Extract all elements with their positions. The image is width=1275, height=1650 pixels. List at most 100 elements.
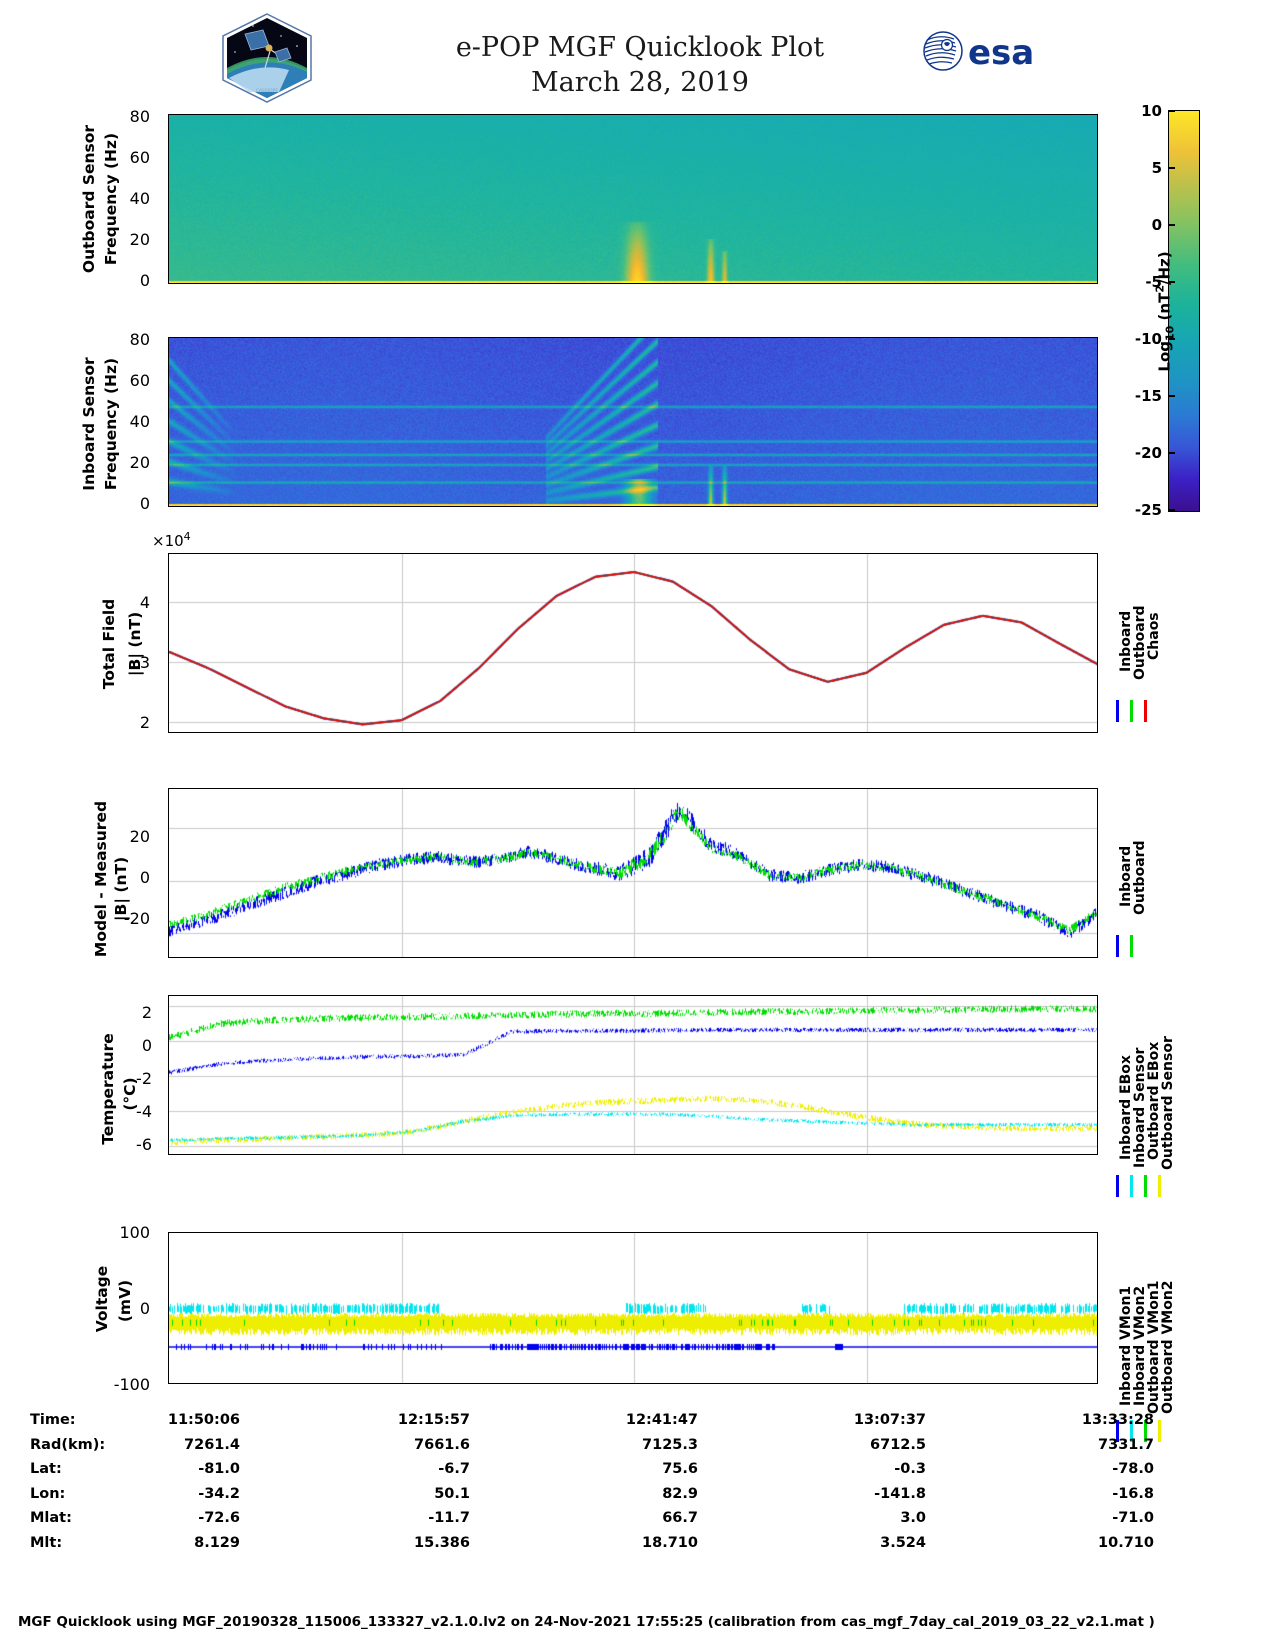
inboard-spectrogram-canvas: [169, 338, 1097, 506]
temperature-ytick-m6: -6: [136, 1135, 152, 1154]
cell-rad-4: 6712.5: [870, 1436, 926, 1453]
cell-mlt-4: 3.524: [880, 1534, 926, 1551]
total-field-ytick-2: 2: [139, 713, 150, 732]
panel-inboard-ylabel-1: Inboard Sensor: [80, 357, 98, 491]
cell-mlt-3: 18.710: [642, 1534, 698, 1551]
legend-label-outboard-sensor: Outboard Sensor: [1160, 1036, 1176, 1170]
legend-swatch-inboard-ebox: [1116, 1175, 1119, 1197]
cell-rad-2: 7661.6: [414, 1436, 470, 1453]
table-row: Lat: -81.0 -6.7 75.6 -0.3 -78.0: [30, 1461, 1210, 1486]
voltage-canvas: [169, 1233, 1097, 1383]
cell-time-5: 13:33:28: [1081, 1412, 1154, 1428]
svg-text:esa: esa: [968, 33, 1034, 73]
outboard-ytick-40: 40: [129, 189, 150, 208]
colorbar-title-unit: (nT: [1155, 292, 1174, 326]
cell-lat-2: -6.7: [438, 1461, 470, 1477]
cell-time-4: 13:07:37: [853, 1412, 926, 1428]
colorbar-title-log: Log: [1155, 340, 1174, 372]
total-field-ytick-4: 4: [139, 593, 150, 612]
temperature-ytick-m2: -2: [136, 1069, 152, 1088]
model-measured-panel: [168, 788, 1098, 958]
model-measured-ytick-0: 0: [139, 868, 150, 887]
colorbar: [1168, 110, 1200, 512]
esa-logo-icon: esa: [920, 28, 1045, 74]
total-field-panel: [168, 553, 1098, 733]
inboard-ytick-0: 0: [139, 494, 150, 513]
legend-swatch-inboard-sensor: [1130, 1175, 1133, 1197]
cell-mlat-3: 66.7: [662, 1510, 698, 1526]
temperature-ytick-0: 0: [141, 1036, 152, 1055]
panel-outboard-ylabel-1: Outboard Sensor: [80, 124, 98, 274]
total-field-legend: Inboard Outboard Chaos: [1104, 560, 1164, 735]
outboard-ytick-0: 0: [139, 271, 150, 290]
row-label-mlat: Mlat:: [30, 1510, 72, 1526]
exponent-base: ×10: [152, 532, 184, 550]
cell-lon-3: 82.9: [662, 1485, 698, 1502]
panel-total-field-ylabel-1: Total Field: [100, 598, 118, 690]
cell-lon-4: -141.8: [874, 1485, 926, 1502]
legend-swatch-outboard: [1130, 935, 1133, 957]
ephemeris-table: Time: 11:50:06 12:15:57 12:41:47 13:07:3…: [30, 1412, 1210, 1559]
legend-swatch-inboard: [1116, 935, 1119, 957]
inboard-ytick-80: 80: [129, 330, 150, 349]
cassiope-satellite-logo-icon: CASSIOPE: [219, 12, 315, 104]
cell-mlt-1: 8.129: [194, 1534, 240, 1551]
voltage-ytick-m100: -100: [113, 1375, 150, 1394]
cell-rad-3: 7125.3: [642, 1436, 698, 1453]
colorbar-label-m20: -20: [1134, 444, 1162, 462]
temperature-legend: Inboard EBox Inboard Sensor Outboard EBo…: [1104, 1000, 1176, 1197]
colorbar-label-m15: -15: [1134, 387, 1162, 405]
row-label-time: Time:: [30, 1412, 76, 1428]
legend-swatch-outboard-vmon1: [1144, 1420, 1147, 1442]
cell-rad-1: 7261.4: [184, 1436, 240, 1453]
cell-lat-5: -78.0: [1112, 1461, 1154, 1477]
colorbar-label-m5: -5: [1145, 273, 1162, 291]
cell-lat-3: 75.6: [662, 1461, 698, 1477]
footer-provenance: MGF Quicklook using MGF_20190328_115006_…: [18, 1614, 1155, 1630]
colorbar-label-0: 0: [1151, 216, 1162, 234]
cell-lat-4: -0.3: [894, 1461, 926, 1477]
page-title: e-POP MGF Quicklook Plot March 28, 2019: [300, 30, 980, 100]
model-measured-ytick-m20: -20: [123, 909, 150, 928]
colorbar-title-tail: /Hz): [1155, 251, 1174, 286]
cell-time-1: 11:50:06: [167, 1412, 240, 1428]
legend-swatch-inboard-vmon1: [1116, 1420, 1119, 1442]
legend-swatch-outboard-vmon2: [1158, 1420, 1161, 1442]
table-row: Lon: -34.2 50.1 82.9 -141.8 -16.8: [30, 1486, 1210, 1511]
voltage-ytick-100: 100: [119, 1223, 150, 1242]
row-label-lon: Lon:: [30, 1485, 66, 1502]
cell-lat-1: -81.0: [198, 1461, 240, 1477]
temperature-ytick-2: 2: [141, 1003, 152, 1022]
legend-swatch-inboard-vmon2: [1130, 1420, 1133, 1442]
row-label-rad: Rad(km):: [30, 1436, 106, 1453]
inboard-spectrogram-panel: [168, 337, 1098, 507]
cell-time-3: 12:41:47: [625, 1412, 698, 1428]
temperature-panel: [168, 995, 1098, 1155]
total-field-canvas: [169, 554, 1097, 732]
cell-mlat-5: -71.0: [1112, 1510, 1154, 1526]
title-line-1: e-POP MGF Quicklook Plot: [455, 32, 825, 63]
legend-label-chaos: Chaos: [1146, 612, 1162, 660]
inboard-ytick-40: 40: [129, 412, 150, 431]
model-measured-canvas: [169, 789, 1097, 957]
legend-label-outboard-vmon2: Outboard VMon2: [1160, 1280, 1176, 1414]
colorbar-title-superscript: 2: [1153, 285, 1167, 293]
colorbar-title: Log10 (nT2/Hz): [1154, 251, 1177, 371]
outboard-spectrogram-canvas: [169, 115, 1097, 283]
colorbar-label-10: 10: [1141, 102, 1162, 120]
colorbar-label-5: 5: [1151, 159, 1162, 177]
cell-mlat-2: -11.7: [428, 1510, 470, 1526]
legend-label-outboard: Outboard: [1132, 840, 1148, 915]
colorbar-label-m10: -10: [1134, 330, 1162, 348]
legend-swatch-outboard-ebox: [1144, 1175, 1147, 1197]
outboard-ytick-80: 80: [129, 107, 150, 126]
row-label-lat: Lat:: [30, 1461, 62, 1477]
svg-text:CASSIOPE: CASSIOPE: [256, 88, 279, 94]
inboard-ytick-60: 60: [129, 371, 150, 390]
panel-temperature-ylabel-2: (°C): [121, 1077, 139, 1111]
cell-lon-5: -16.8: [1112, 1485, 1154, 1502]
voltage-ytick-0: 0: [139, 1299, 150, 1318]
panel-model-measured-ylabel-2: |B| (nT): [112, 856, 130, 922]
cell-mlat-1: -72.6: [198, 1510, 240, 1526]
